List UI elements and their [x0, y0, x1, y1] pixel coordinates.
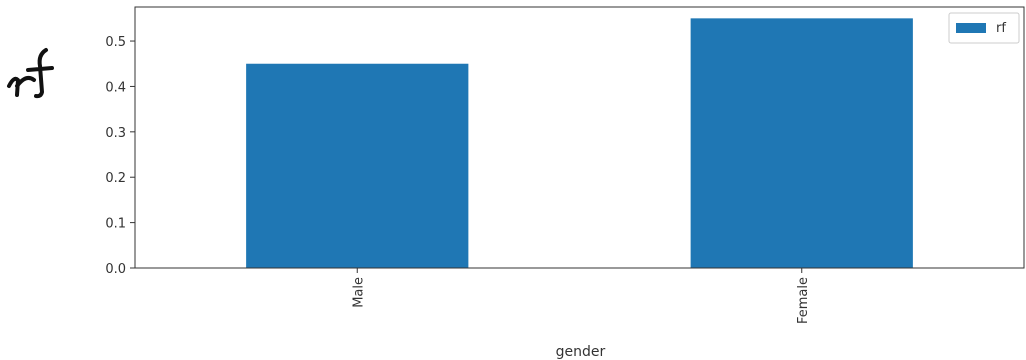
y-tick-label: 0.2 — [105, 171, 126, 186]
y-tick-label: 0.1 — [105, 217, 126, 232]
y-axis-ticks: 0.0 0.1 0.2 0.3 0.4 0.5 — [105, 35, 135, 277]
legend: rf — [948, 12, 1020, 44]
bar-female — [690, 18, 913, 269]
plot-frame — [134, 6, 1025, 269]
legend-entry-rf: rf — [996, 21, 1006, 36]
x-tick-label-female: Female — [796, 277, 811, 324]
x-axis-ticks: Male Female — [351, 268, 811, 324]
bars — [246, 18, 913, 269]
y-tick-label: 0.3 — [105, 126, 126, 141]
handwritten-rf-annotation — [7, 48, 54, 99]
x-tick-label-male: Male — [351, 277, 366, 308]
x-axis-label: gender — [556, 344, 606, 360]
bar-male — [246, 63, 469, 268]
y-tick-label: 0.4 — [105, 80, 126, 95]
y-tick-label: 0.0 — [105, 262, 126, 277]
y-tick-label: 0.5 — [105, 35, 126, 50]
legend-swatch — [956, 23, 986, 33]
